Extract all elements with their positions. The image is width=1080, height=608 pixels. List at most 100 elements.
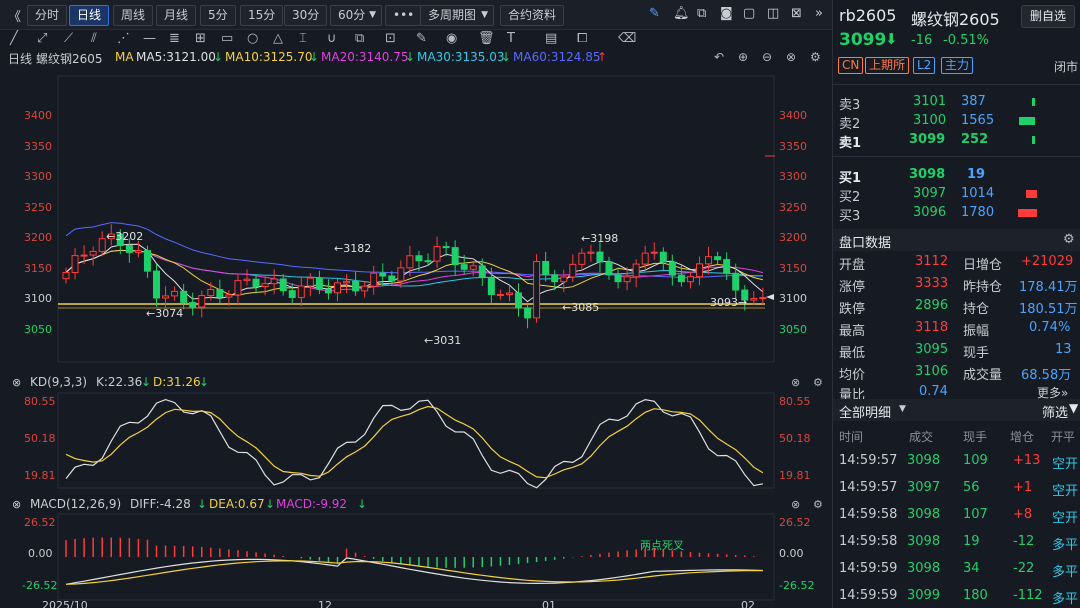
candle-body <box>243 278 251 282</box>
price-axis-label: 3050 <box>24 323 52 336</box>
candle-body <box>714 256 722 261</box>
circle-tool-icon[interactable]: ○ <box>247 31 259 46</box>
more-link[interactable]: 更多» <box>1037 386 1069 400</box>
tab-monthly[interactable]: 月线 <box>156 5 197 26</box>
ask-price[interactable]: 3100 <box>913 113 947 128</box>
price-axis-label: 3050 <box>779 323 807 336</box>
grid-tool-icon[interactable]: ⊞ <box>195 31 206 46</box>
chevron-down-icon: ▼ <box>369 10 376 20</box>
candle-body <box>234 280 242 296</box>
ask-price[interactable]: 3101 <box>913 94 947 109</box>
eraser-tool-icon[interactable]: ⌫ <box>618 31 637 46</box>
visibility-tool-icon[interactable]: ◉ <box>446 31 458 46</box>
window-icon[interactable]: ▢ <box>743 6 756 21</box>
macd-histogram <box>65 537 764 568</box>
macd-settings-icon[interactable]: ⚙ <box>813 498 823 511</box>
candle-body <box>225 294 233 298</box>
md-key: 昨持仓 <box>963 280 1003 295</box>
md-value: 0.74 <box>919 384 948 399</box>
line-tool-icon[interactable]: ╱ <box>10 31 18 46</box>
tab-weekly[interactable]: 周线 <box>113 5 154 26</box>
text-tool-icon[interactable]: T <box>507 31 515 46</box>
tab-15min[interactable]: 15分 <box>240 5 284 26</box>
macd-close-icon[interactable]: ⊗ <box>791 498 800 511</box>
macd-collapse-icon[interactable]: ⊗ <box>12 498 21 511</box>
close-icon[interactable]: ⊠ <box>791 6 802 21</box>
tick-time: 14:59:57 <box>839 480 898 495</box>
channel-tool-icon[interactable]: ⫽ <box>91 31 97 46</box>
md-value: 3106 <box>915 364 949 379</box>
hline-tool-icon[interactable]: — <box>143 31 156 46</box>
segment-tool-icon[interactable]: ⟋ <box>64 31 74 46</box>
tick-volume: 107 <box>963 507 988 522</box>
parallel-tool-icon[interactable]: ⋰ <box>117 31 130 46</box>
zoom-in-icon[interactable]: ⊕ <box>738 50 749 64</box>
magnet-tool-icon[interactable]: ∪ <box>327 31 337 46</box>
price-axis-label: 3100 <box>779 292 807 305</box>
close-panel-icon[interactable]: ⊗ <box>786 50 797 64</box>
kd-close-icon[interactable]: ⊗ <box>791 376 800 389</box>
more-periods-button[interactable]: ••• <box>385 5 423 26</box>
bell-icon[interactable]: 🔔︎ <box>673 6 690 21</box>
edit-tool-icon[interactable]: ✎ <box>416 31 427 46</box>
delete-tool-icon[interactable]: 🗑︎ <box>478 31 495 46</box>
md-key: 持仓 <box>963 302 990 317</box>
tab-30min[interactable]: 30分 <box>284 5 328 26</box>
float-window-icon[interactable]: ◫ <box>767 6 780 21</box>
chart-area[interactable]: 3400 3350 3300 3250 3200 3150 3100 3050 … <box>0 68 832 608</box>
settings-icon[interactable]: ⚙ <box>1063 232 1075 247</box>
filter-icon[interactable]: ▼ <box>1069 401 1079 415</box>
market-status: 闭市 <box>1054 60 1079 74</box>
collapse-icon[interactable]: » <box>815 6 823 21</box>
nav-back-icon[interactable]: 《 <box>8 10 22 25</box>
tick-type: 空开 <box>1052 457 1079 472</box>
ruler-tool-icon[interactable]: ⌶ <box>299 31 307 46</box>
pen-icon[interactable]: ✎ <box>649 6 660 21</box>
zoom-out-icon[interactable]: ⊖ <box>762 50 773 64</box>
fib-tool-icon[interactable]: ≣ <box>169 31 180 46</box>
macd-diff-value: DIFF:-4.28 <box>130 497 191 511</box>
md-value: 3095 <box>915 342 949 357</box>
undo-icon[interactable]: ↶ <box>714 50 725 64</box>
lock-tool-icon[interactable]: ⊡ <box>385 31 396 46</box>
ask-volume-bar <box>1032 136 1035 144</box>
rect-tool-icon[interactable]: ▭ <box>221 31 234 46</box>
kd-settings-icon[interactable]: ⚙ <box>813 376 823 389</box>
bid-label: 买2 <box>839 190 861 205</box>
candle-body <box>207 289 215 297</box>
kd-collapse-icon[interactable]: ⊗ <box>12 376 21 389</box>
tab-daily[interactable]: 日线 <box>69 5 110 26</box>
filter-button[interactable]: 筛选 <box>1042 406 1069 421</box>
tab-intraday[interactable]: 分时 <box>27 5 68 26</box>
exchange-tag: 上期所 <box>865 57 910 74</box>
multi-period-dropdown[interactable]: 多周期图 ▼ <box>420 5 494 26</box>
remove-watchlist-button[interactable]: 删自选 <box>1021 5 1075 28</box>
chevron-down-icon[interactable]: ▼ <box>899 404 906 414</box>
candle-body <box>442 246 450 249</box>
kd-d-line <box>65 405 764 479</box>
copy-tool-icon[interactable]: ⧠ <box>577 31 588 46</box>
tick-oi-change: -112 <box>1013 588 1043 603</box>
bid-price[interactable]: 3097 <box>913 186 947 201</box>
contract-info-button[interactable]: 合约资料 <box>500 5 565 26</box>
triangle-tool-icon[interactable]: △ <box>273 31 283 46</box>
low-annotation: ←3085 <box>562 301 599 314</box>
settings-icon[interactable]: ⚙ <box>810 50 821 64</box>
ticks-title[interactable]: 全部明细 <box>839 406 892 421</box>
note-tool-icon[interactable]: ▤ <box>545 31 558 46</box>
layer-tool-icon[interactable]: ⧉ <box>355 31 365 46</box>
macd-histogram-value: MACD:-9.92 <box>276 497 347 511</box>
ask-price[interactable]: 3099 <box>909 132 946 147</box>
arrow-down-icon: ↓ <box>213 50 224 64</box>
ray-tool-icon[interactable]: ⤢ <box>37 31 48 46</box>
kline-chart[interactable]: 3400 3350 3300 3250 3200 3150 3100 3050 … <box>0 68 832 608</box>
date-label: 2025/10 <box>42 599 88 608</box>
tick-volume: 19 <box>963 534 980 549</box>
tab-60min-dropdown[interactable]: 60分 ▼ <box>330 5 382 26</box>
tab-5min[interactable]: 5分 <box>200 5 236 26</box>
camera-icon[interactable]: ◙ <box>720 6 733 21</box>
copy-icon[interactable]: ⧉ <box>697 6 707 21</box>
bid-price[interactable]: 3098 <box>909 167 946 182</box>
bid-volume: 19 <box>967 167 986 182</box>
bid-price[interactable]: 3096 <box>913 205 947 220</box>
